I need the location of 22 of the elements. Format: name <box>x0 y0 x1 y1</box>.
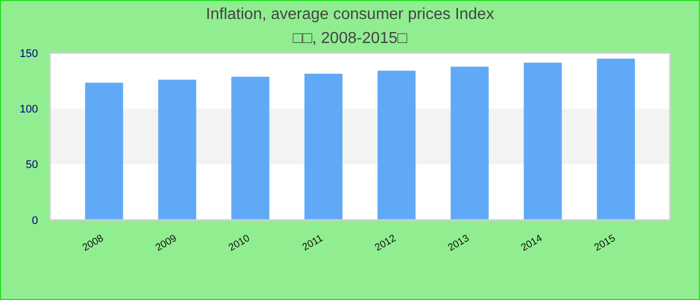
bar <box>304 74 342 220</box>
x-tick-label: 2014 <box>520 232 545 254</box>
bar <box>450 66 489 220</box>
chart-title: Inflation, average consumer prices Index <box>206 6 494 23</box>
bar <box>158 80 196 220</box>
y-tick-label: 150 <box>20 48 38 60</box>
x-tick-label: 2008 <box>80 232 106 254</box>
bar <box>524 62 562 220</box>
x-tick-label: 2010 <box>227 232 252 254</box>
bar <box>596 58 635 220</box>
x-tick-label: 2015 <box>592 232 618 254</box>
bar <box>85 82 124 220</box>
bar <box>378 70 416 220</box>
y-tick-label: 0 <box>32 214 38 227</box>
x-tick-label: 2009 <box>154 232 180 254</box>
y-tick-label: 100 <box>20 104 38 116</box>
x-tick-label: 2013 <box>446 232 472 254</box>
x-tick-label: 2011 <box>300 232 326 254</box>
y-tick-label: 50 <box>26 159 38 172</box>
chart-subtitle: □□, 2008-2015□ <box>292 30 408 47</box>
bar <box>231 76 270 220</box>
x-tick-label: 2012 <box>373 232 398 254</box>
